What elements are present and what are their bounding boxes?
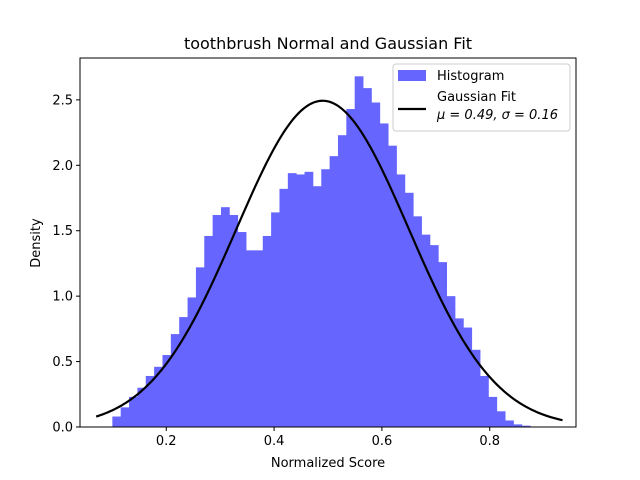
gaussian-fit-curve <box>95 99 563 422</box>
legend-gaussian-label: Gaussian Fit <box>437 90 516 105</box>
legend-gaussian-params: μ = 0.49, σ = 0.16 <box>436 108 558 123</box>
histogram-bar <box>279 188 289 427</box>
histogram-bar <box>246 250 255 427</box>
histogram-bar <box>346 109 356 427</box>
x-axis-label: Normalized Score <box>271 456 385 471</box>
histogram-bar <box>204 235 214 427</box>
histogram-bar <box>112 416 122 427</box>
histogram-bar <box>438 262 448 427</box>
histogram-bar <box>170 334 180 427</box>
y-tick-label: 1.5 <box>52 224 73 239</box>
histogram-bar <box>271 212 280 427</box>
histogram-bar <box>329 156 339 427</box>
legend-histogram-label: Histogram <box>437 69 504 84</box>
y-axis-label: Density <box>29 218 44 268</box>
y-tick-label: 0.0 <box>52 421 73 436</box>
histogram-bar <box>354 76 364 427</box>
histogram-bar <box>187 297 197 427</box>
histogram-bar <box>312 186 322 427</box>
histogram-bar <box>521 425 531 427</box>
histogram-bar <box>396 174 406 427</box>
histogram-bar <box>287 173 297 427</box>
histogram-bar <box>371 102 381 428</box>
x-tick-label: 0.8 <box>479 434 500 449</box>
histogram-bar <box>162 355 172 427</box>
y-tick-label: 2.5 <box>52 93 73 108</box>
histogram-bar <box>304 171 314 427</box>
legend: Histogram Gaussian Fit μ = 0.49, σ = 0.1… <box>392 63 571 132</box>
histogram-bar <box>220 207 230 427</box>
gaussian-curve-group <box>95 99 563 422</box>
histogram-bar <box>513 424 523 427</box>
y-tick-label: 1.0 <box>52 290 73 305</box>
x-axis-ticks: 0.2 0.4 0.6 0.8 <box>156 427 500 449</box>
histogram-bar <box>388 145 397 428</box>
x-tick-label: 0.6 <box>372 434 393 449</box>
histogram-bar <box>296 174 305 427</box>
histogram-bar <box>421 234 431 427</box>
histogram-bar <box>404 192 414 427</box>
histogram-bar <box>379 123 389 428</box>
histogram-bar <box>137 387 147 427</box>
histogram-bar <box>262 235 272 427</box>
y-axis-ticks: 0.0 0.5 1.0 1.5 2.0 2.5 <box>52 93 80 436</box>
legend-histogram-swatch <box>398 70 426 81</box>
histogram-bar <box>446 296 456 427</box>
histogram-bar <box>212 215 222 427</box>
histogram-bars <box>112 76 531 428</box>
histogram-bar <box>145 375 155 427</box>
histogram-bar <box>129 396 138 427</box>
histogram-bar <box>120 407 130 427</box>
histogram-bar <box>154 366 163 427</box>
histogram-bar <box>363 88 372 427</box>
histogram-bar <box>463 327 473 427</box>
histogram-bar <box>321 169 331 427</box>
histogram-bar <box>496 411 506 427</box>
histogram-bar <box>413 216 422 427</box>
histogram-bar <box>488 396 498 427</box>
plot-frame <box>79 57 577 428</box>
histogram-bar <box>179 317 188 427</box>
chart-title: toothbrush Normal and Gaussian Fit <box>184 34 472 53</box>
histogram-bar <box>454 318 464 427</box>
x-tick-label: 0.2 <box>156 434 177 449</box>
histogram-bar <box>195 267 205 427</box>
histogram-bar <box>429 245 439 427</box>
histogram-bar <box>505 420 514 427</box>
histogram-bar <box>229 215 239 427</box>
histogram-bar <box>471 349 481 427</box>
y-tick-label: 0.5 <box>52 355 73 370</box>
x-tick-label: 0.4 <box>264 434 285 449</box>
legend-box <box>392 63 571 132</box>
histogram-bar <box>237 232 247 427</box>
histogram-bar <box>337 135 347 427</box>
histogram-bar <box>254 250 264 427</box>
histogram-bar <box>480 375 489 427</box>
y-tick-label: 2.0 <box>52 159 73 174</box>
